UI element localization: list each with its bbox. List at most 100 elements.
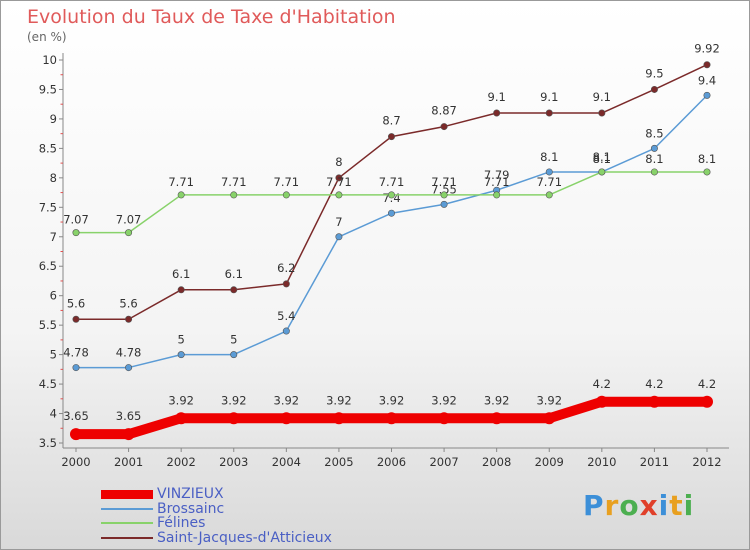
data-point — [650, 168, 658, 176]
y-tick-label: 7 — [50, 230, 57, 244]
data-point — [440, 191, 448, 199]
data-point — [125, 364, 133, 372]
legend-item: Brossainc — [101, 501, 224, 517]
y-tick-label: 4.5 — [39, 377, 57, 391]
data-point — [598, 168, 606, 176]
data-label: 3.92 — [168, 393, 194, 407]
legend-item: VINZIEUX — [101, 486, 224, 502]
data-label: 3.92 — [326, 393, 352, 407]
y-tick-label: 9.5 — [39, 82, 57, 96]
x-tick-label: 2001 — [114, 455, 143, 469]
y-tick-label: 7.5 — [39, 200, 57, 214]
y-tick-label: 5.5 — [39, 318, 57, 332]
data-label: 8.5 — [645, 126, 663, 140]
data-label: 5.4 — [277, 309, 295, 323]
data-label: 9.92 — [694, 42, 720, 56]
data-point — [122, 428, 135, 441]
data-point — [385, 412, 398, 425]
data-label: 7.79 — [484, 168, 510, 182]
legend-swatch — [101, 507, 153, 510]
data-point — [545, 109, 553, 117]
data-label: 4.78 — [116, 346, 142, 360]
data-point — [282, 327, 290, 335]
y-tick-label: 4 — [50, 407, 57, 421]
x-tick-label: 2004 — [272, 455, 301, 469]
data-label: 9.4 — [698, 73, 716, 87]
data-label: 3.92 — [431, 393, 457, 407]
logo-letter: x — [639, 489, 659, 522]
x-tick-label: 2003 — [219, 455, 248, 469]
y-tick-label: 8 — [50, 171, 57, 185]
data-point — [648, 395, 661, 408]
data-point — [332, 412, 345, 425]
x-tick-label: 2009 — [535, 455, 564, 469]
data-label: 7.71 — [484, 175, 510, 189]
logo-letter: t — [669, 489, 684, 522]
data-label: 8 — [335, 155, 342, 169]
legend-swatch — [101, 489, 153, 499]
data-label: 7.71 — [168, 175, 194, 189]
x-tick-label: 2007 — [429, 455, 458, 469]
x-tick-label: 2005 — [324, 455, 353, 469]
y-tick-label: 9 — [50, 112, 57, 126]
data-label: 8.7 — [382, 114, 400, 128]
data-point — [230, 286, 238, 294]
legend-label: Félines — [157, 515, 206, 531]
data-point — [177, 351, 185, 359]
data-label: 7.71 — [379, 175, 405, 189]
x-tick-label: 2008 — [482, 455, 511, 469]
data-label: 7.71 — [431, 175, 457, 189]
data-point — [335, 174, 343, 182]
data-point — [227, 412, 240, 425]
y-tick-label: 6 — [50, 289, 57, 303]
data-point — [703, 91, 711, 99]
data-point — [650, 85, 658, 93]
y-tick-label: 3.5 — [39, 436, 57, 450]
x-tick-label: 2012 — [692, 455, 721, 469]
data-label: 3.65 — [116, 409, 142, 423]
x-tick-label: 2006 — [377, 455, 406, 469]
data-point — [70, 428, 82, 441]
legend-label: Brossainc — [157, 500, 225, 517]
data-label: 6.1 — [172, 267, 190, 281]
data-point — [230, 191, 238, 199]
data-point — [387, 191, 395, 199]
data-point — [387, 133, 395, 141]
data-point — [650, 144, 658, 152]
data-point — [703, 168, 711, 176]
data-point — [72, 229, 80, 237]
data-label: 4.2 — [645, 377, 663, 391]
data-point — [545, 191, 553, 199]
y-tick-label: 8.5 — [39, 141, 57, 155]
legend-label: Saint-Jacques-d'Atticieux — [157, 529, 332, 546]
data-point — [282, 280, 290, 288]
data-point — [335, 233, 343, 241]
y-axis-label: (en %) — [27, 30, 67, 44]
data-point — [440, 200, 448, 208]
legend-item: Saint-Jacques-d'Atticieux — [101, 530, 332, 546]
logo-letter: r — [604, 489, 620, 522]
data-label: 4.78 — [63, 346, 89, 360]
data-label: 8.1 — [540, 150, 558, 164]
data-point — [493, 109, 501, 117]
data-point — [125, 315, 133, 323]
legend-label: VINZIEUX — [157, 486, 224, 502]
chart-title: Evolution du Taux de Taxe d'Habitation — [27, 6, 396, 28]
data-point — [703, 61, 711, 69]
data-label: 7.71 — [221, 175, 247, 189]
data-label: 6.1 — [225, 267, 243, 281]
data-point — [72, 315, 80, 323]
data-label: 3.92 — [484, 393, 510, 407]
legend-swatch — [101, 536, 153, 539]
data-label: 8.1 — [593, 150, 611, 164]
y-tick-label: 10 — [42, 53, 57, 67]
data-point — [125, 229, 133, 237]
data-label: 8.1 — [698, 152, 716, 166]
data-point — [598, 109, 606, 117]
data-label: 7.71 — [274, 175, 300, 189]
data-point — [177, 191, 185, 199]
data-label: 9.5 — [645, 66, 663, 80]
data-point — [545, 168, 553, 176]
